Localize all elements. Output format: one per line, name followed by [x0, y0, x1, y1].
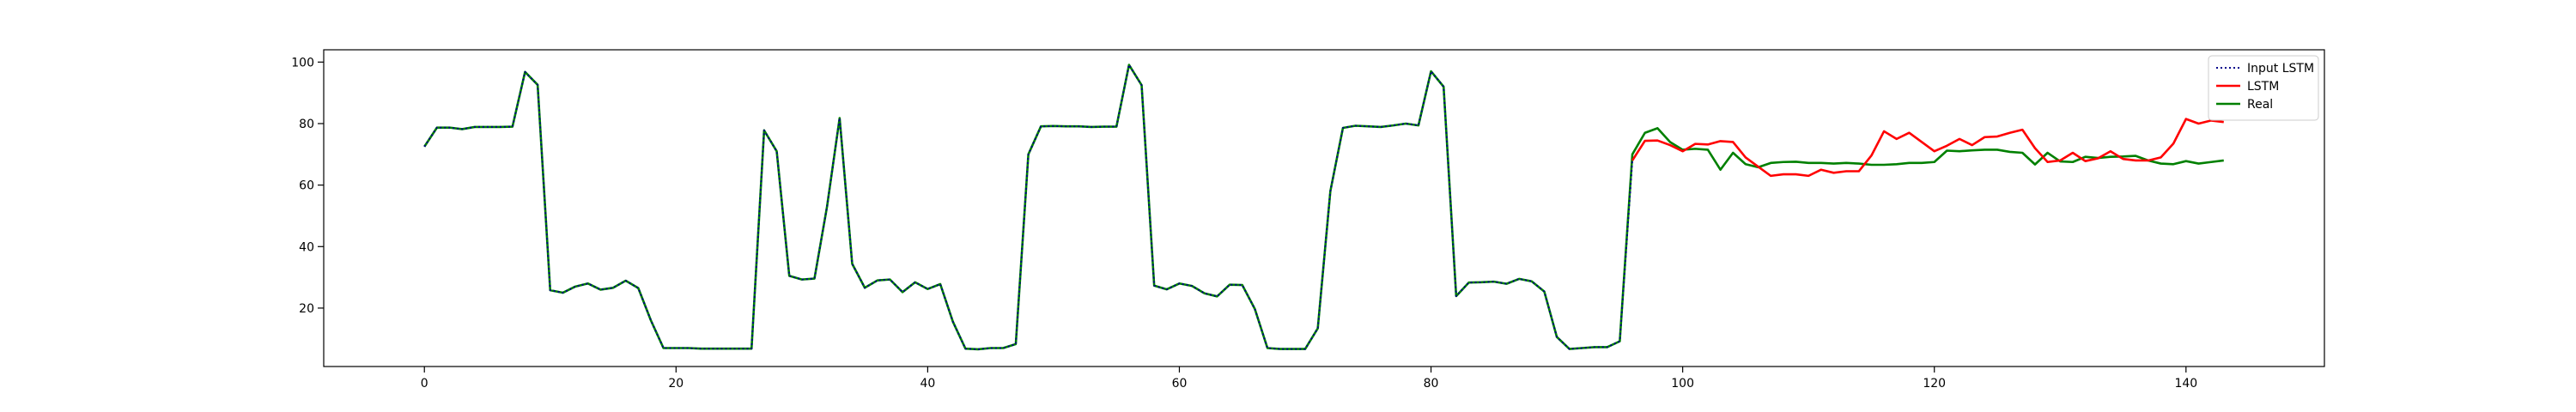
x-tick-label: 20: [668, 377, 683, 391]
legend: Input LSTM LSTM Real: [2208, 55, 2319, 121]
series-line-input-lstm: [423, 64, 1634, 350]
x-tick-label: 140: [2174, 377, 2197, 391]
y-tick-label: 100: [291, 56, 314, 70]
plot-area-frame: [323, 49, 2325, 367]
series-line-real: [423, 64, 2224, 351]
y-tick-label: 80: [299, 118, 314, 131]
series-layer: [423, 64, 2224, 351]
y-axis-ticks: 20 40 60 80 100: [291, 56, 324, 316]
x-axis-ticks: 0 20 40 60 80 100 120 140: [421, 367, 2197, 391]
legend-label-input-lstm: Input LSTM: [2247, 62, 2314, 76]
y-tick-label: 60: [299, 179, 314, 193]
x-tick-label: 120: [1923, 377, 1946, 391]
x-tick-label: 100: [1671, 377, 1694, 391]
legend-label-lstm: LSTM: [2247, 80, 2279, 94]
y-tick-label: 40: [299, 240, 314, 254]
y-tick-label: 20: [299, 302, 314, 316]
x-tick-label: 40: [920, 377, 935, 391]
x-tick-label: 60: [1172, 377, 1188, 391]
legend-label-real: Real: [2247, 98, 2273, 112]
x-tick-label: 80: [1424, 377, 1439, 391]
x-tick-label: 0: [421, 377, 428, 391]
series-line-lstm: [1631, 118, 2224, 178]
